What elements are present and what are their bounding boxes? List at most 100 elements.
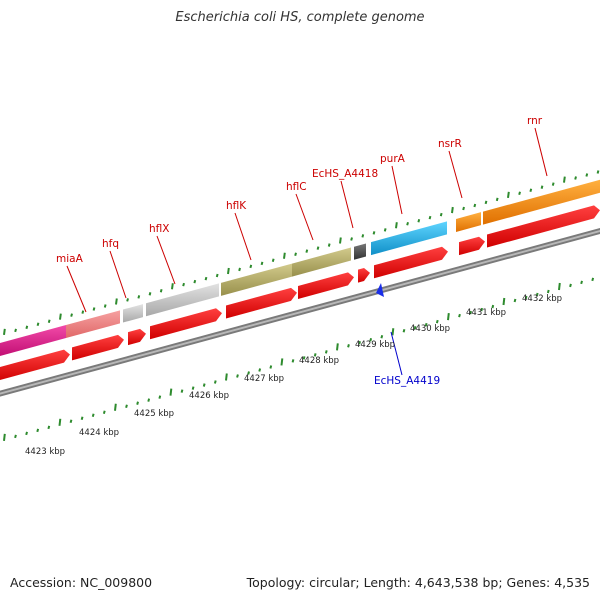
tick-mark (372, 231, 376, 235)
tick-mark (215, 273, 219, 278)
scale-tick (313, 353, 317, 357)
tick-mark (92, 307, 96, 311)
feature-dark-EcHS_A4418[interactable] (354, 243, 366, 260)
tick-mark (148, 292, 152, 296)
tick-mark (339, 237, 342, 244)
backbone (0, 228, 600, 397)
scale-tick (14, 434, 17, 439)
scale-label: 4432 kbp (522, 294, 562, 304)
tick-mark (361, 234, 365, 238)
tick-mark (540, 185, 544, 189)
feature-gray-hflX[interactable] (146, 283, 219, 317)
tick-mark (406, 221, 409, 226)
minus-gene-label-EcHS_A4419[interactable]: EcHS_A4419 (374, 375, 440, 387)
tick-mark (428, 215, 432, 220)
gene-label-rnr[interactable]: rnr (527, 115, 543, 127)
feature-pink[interactable] (0, 325, 66, 357)
scale-label: 4424 kbp (79, 428, 119, 438)
tick-mark (451, 206, 454, 214)
map-title: Escherichia coli HS, complete genome (175, 10, 425, 25)
scale-tick (380, 335, 384, 339)
scale-tick (324, 350, 328, 354)
scale-tick (513, 298, 517, 303)
cds-arrow-2[interactable] (72, 334, 124, 361)
cds-arrow-hflC[interactable] (298, 272, 354, 299)
tick-mark (25, 325, 29, 330)
tick-mark (495, 197, 499, 202)
feature-cyan-purA[interactable] (371, 221, 447, 256)
feature-orange-rnr[interactable] (483, 179, 600, 225)
cds-arrow-hfq[interactable] (128, 328, 146, 346)
minus-strand-marker (376, 283, 384, 297)
tick-mark (204, 276, 208, 281)
tick-mark (103, 304, 107, 308)
scale-tick (546, 289, 550, 294)
tick-mark (36, 322, 40, 327)
gene-labels: miaA hfq hflX hflK hflC EcHS_A4418 purA … (56, 115, 543, 265)
feature-salmon[interactable] (66, 310, 120, 339)
scale-tick (302, 356, 306, 360)
cds-arrow-1[interactable] (0, 349, 70, 382)
tick-mark (529, 188, 533, 192)
scale-tick (102, 410, 106, 414)
scale-tick (269, 365, 273, 369)
scale-label: 4426 kbp (189, 391, 229, 401)
scale-tick (424, 322, 428, 327)
tick-mark (227, 267, 230, 275)
gene-label-hflX[interactable]: hflX (149, 223, 169, 235)
scale-tick (524, 295, 528, 300)
scale-tick-row (3, 277, 595, 442)
feature-olive-hflK[interactable] (221, 263, 292, 296)
genome-stats-text: Topology: circular; Length: 4,643,538 bp… (246, 575, 590, 590)
scale-tick (391, 328, 395, 336)
scale-tick (535, 292, 539, 297)
scale-tick (347, 344, 350, 348)
cds-track (0, 205, 600, 382)
cds-arrow-EcHS_A4418[interactable] (358, 267, 370, 283)
scale-tick (558, 282, 561, 291)
scale-tick (36, 428, 40, 433)
tick-mark (518, 191, 521, 196)
tick-mark (574, 176, 577, 180)
scale-tick (125, 404, 128, 408)
tick-mark (159, 289, 163, 293)
feature-olive-hflC[interactable] (292, 247, 351, 277)
gene-label-EcHS_A4418[interactable]: EcHS_A4418 (312, 168, 378, 180)
feature-gray-hfq[interactable] (123, 304, 143, 323)
tick-mark (484, 200, 488, 205)
scale-tick (402, 328, 406, 333)
scale-label: 4431 kbp (466, 308, 506, 318)
tick-mark (137, 295, 141, 299)
gene-label-miaA[interactable]: miaA (56, 253, 84, 265)
gene-label-hflC[interactable]: hflC (286, 181, 307, 193)
gene-label-hfq[interactable]: hfq (102, 238, 119, 250)
gene-label-hflK[interactable]: hflK (226, 200, 247, 212)
tick-mark (81, 310, 85, 314)
gene-label-nsrR[interactable]: nsrR (438, 138, 462, 150)
scale-tick (25, 431, 28, 436)
tick-mark (585, 173, 589, 177)
scale-tick (47, 425, 51, 430)
scale-tick (435, 319, 439, 324)
scale-tick (491, 304, 495, 309)
cds-arrow-hflK[interactable] (226, 287, 297, 319)
cds-arrow-hflX[interactable] (150, 308, 222, 340)
scale-tick (202, 383, 206, 387)
tick-mark (417, 218, 421, 223)
scale-tick (369, 338, 373, 342)
cds-arrow-nsrR[interactable] (459, 236, 485, 256)
tick-mark (462, 206, 465, 211)
tick-mark (260, 261, 264, 266)
scale-tick (236, 374, 239, 378)
cds-arrow-rnr[interactable] (487, 205, 600, 248)
scale-tick (569, 283, 572, 288)
tick-mark (596, 170, 600, 174)
scale-tick (191, 386, 195, 390)
scale-tick (80, 416, 84, 421)
scale-tick (3, 433, 6, 442)
gene-label-purA[interactable]: purA (380, 153, 406, 165)
cds-arrow-purA[interactable] (374, 246, 448, 279)
feature-orange-nsrR[interactable] (456, 212, 481, 232)
scale-tick (69, 419, 73, 424)
